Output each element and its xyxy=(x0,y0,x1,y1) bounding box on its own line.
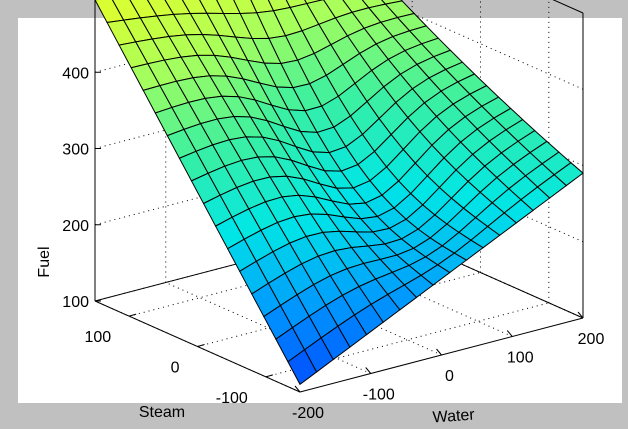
z-axis-label: Fuel xyxy=(36,246,53,277)
y-tick-label: -100 xyxy=(216,390,248,407)
x-tick-mark xyxy=(577,311,584,319)
x-tick-label: 0 xyxy=(445,368,454,385)
tick-labels: 100 200 300 400 -100 0 100 -200 -100 0 100 200 xyxy=(62,65,604,422)
x-tick-label: -100 xyxy=(363,387,395,404)
z-tick-label: 400 xyxy=(62,65,89,82)
x-tick-mark xyxy=(365,367,372,374)
z-tick-label: 300 xyxy=(62,142,89,159)
x-tick-label: -200 xyxy=(292,405,324,422)
z-tick-label: 200 xyxy=(62,218,89,235)
y-tick-mark xyxy=(265,374,273,378)
y-axis-label: Steam xyxy=(139,404,185,421)
x-tick-mark xyxy=(436,348,442,356)
z-tick-label: 100 xyxy=(62,294,89,311)
y-tick-label: 0 xyxy=(171,360,180,377)
x-tick-label: 200 xyxy=(578,331,605,348)
y-tick-label: 100 xyxy=(84,329,111,346)
surface-patch xyxy=(553,162,584,187)
x-tick-mark xyxy=(294,385,301,393)
x-tick-label: 100 xyxy=(507,350,534,367)
surface-mesh xyxy=(94,0,584,386)
y-tick-mark xyxy=(197,344,205,347)
y-tick-mark xyxy=(129,313,137,317)
x-tick-mark xyxy=(506,330,513,337)
x-axis-label: Water xyxy=(432,407,476,427)
